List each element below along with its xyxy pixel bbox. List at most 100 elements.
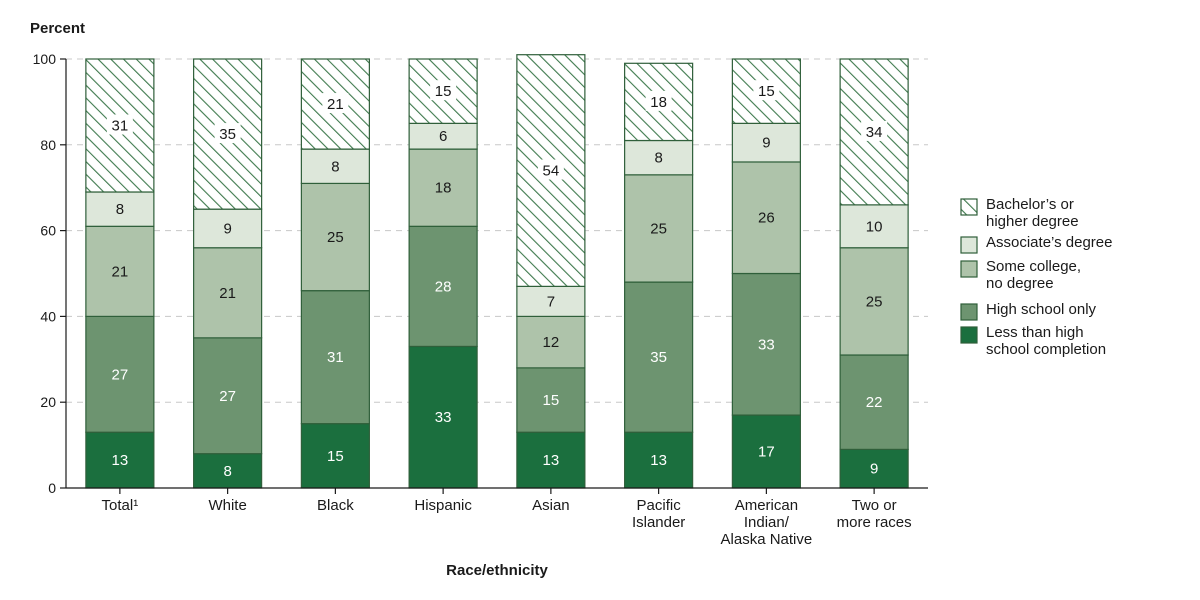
y-tick-label: 20 [40,394,56,410]
bar-segment [839,247,909,356]
y-tick-label: 60 [40,223,56,239]
bar-segment [300,148,370,185]
x-tick-label: Two or more races [837,497,912,531]
bar-segment [85,431,155,489]
value-label: 12 [543,334,560,351]
legend-label: Less than high school completion [986,324,1106,358]
value-label: 28 [435,278,452,295]
bar-segment [839,58,909,206]
legend-swatch [960,260,978,278]
y-tick-label: 0 [48,480,56,496]
value-label: 18 [435,180,452,197]
bar-segment [624,174,694,283]
bar-segment [408,225,478,348]
bar-segment [731,122,801,163]
bar-segment [624,431,694,489]
bar-segment [839,204,909,249]
value-label: 21 [219,285,236,302]
y-tick-label: 80 [40,137,56,153]
y-tick-label: 100 [33,51,57,67]
value-label: 54 [543,163,560,180]
value-label: 10 [866,218,883,235]
y-tick-label: 40 [40,308,56,324]
legend-label: Associate’s degree [986,234,1112,251]
value-label: 9 [870,461,878,478]
value-label: 25 [327,229,344,246]
bar-segment [516,367,586,433]
bar-segment [300,423,370,489]
value-label: 25 [650,220,667,237]
value-label: 8 [654,150,662,167]
x-axis-title: Race/ethnicity [446,562,548,579]
value-label-backdrop [861,120,888,141]
x-tick-label: White [208,497,246,514]
value-label: 15 [543,392,560,409]
y-axis-title: Percent [30,20,85,37]
legend-label: High school only [986,301,1097,318]
legend-swatch [960,303,978,321]
legend-swatch [960,326,978,344]
value-label: 13 [543,452,560,469]
value-label: 9 [223,220,231,237]
x-tick-label: Pacific Islander [632,497,685,531]
value-label: 18 [650,94,667,111]
bar-segment [300,58,370,150]
value-label: 31 [327,349,344,366]
value-label-backdrop [106,114,133,135]
legend-label: Bachelor’s or higher degree [986,196,1079,230]
legend-swatch [960,236,978,254]
value-label: 25 [866,293,883,310]
legend-swatch [960,198,978,216]
bar-segment [516,285,586,317]
value-label: 13 [112,452,129,469]
bar-segment [300,290,370,425]
value-label-backdrop [645,90,672,111]
bar-segment [408,345,478,489]
legend: Bachelor’s or higher degree Associate’s de… [960,196,1112,358]
value-label: 9 [762,135,770,152]
value-label: 26 [758,210,775,227]
x-tick-label: Black [317,497,354,514]
value-label-backdrop [322,93,349,114]
value-label: 8 [223,463,231,480]
value-label: 8 [116,201,124,218]
value-label: 34 [866,124,883,141]
value-label: 13 [650,452,667,469]
value-label-backdrop [537,159,564,180]
bar-segment [839,448,909,489]
x-tick-label: American Indian/Alaska Native [721,497,813,548]
value-label: 35 [650,349,667,366]
value-label-backdrop [753,80,780,101]
legend-label: Some college, no degree [986,258,1081,292]
bar-segment [839,354,909,450]
value-label: 33 [435,409,452,426]
value-label: 15 [327,448,344,465]
bars: 13 27 21 8 31 8 27 21 9 35 15 31 25 8 21 33 28 18 6 15 13 15 1… [85,54,909,489]
value-label-backdrop [214,123,241,144]
x-tick-label: Hispanic [414,497,472,514]
value-label: 27 [112,366,129,383]
value-label-backdrop [430,80,457,101]
value-label: 21 [327,96,344,113]
x-tick-label: Total¹ [102,497,139,514]
value-label: 15 [758,83,775,100]
bar-segment [193,453,263,489]
x-tick-label: Asian [532,497,570,514]
value-label: 7 [547,293,555,310]
bar-segment [731,414,801,489]
value-label: 31 [112,117,129,134]
value-label: 17 [758,444,775,461]
axes: 0 20 40 60 80 100 Total¹ White Black Hispanic Asia… [33,51,928,548]
value-label: 27 [219,388,236,405]
bar-segment [85,315,155,433]
bar-segment [731,272,801,416]
value-label: 33 [758,336,775,353]
value-label: 22 [866,394,883,411]
value-label: 15 [435,83,452,100]
value-label: 8 [331,158,339,175]
value-label: 35 [219,126,236,143]
bar-segment [624,281,694,433]
value-label: 6 [439,128,447,145]
value-label: 21 [112,263,129,280]
